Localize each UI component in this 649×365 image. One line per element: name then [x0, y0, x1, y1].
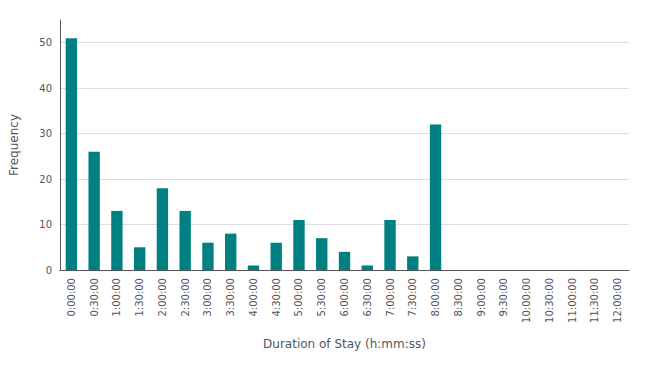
svg-text:5:00:00: 5:00:00 — [293, 278, 304, 317]
svg-text:10: 10 — [39, 219, 52, 230]
svg-text:30: 30 — [39, 128, 52, 139]
svg-text:1:00:00: 1:00:00 — [111, 278, 122, 317]
svg-text:10:00:00: 10:00:00 — [521, 278, 532, 323]
svg-text:1:30:00: 1:30:00 — [134, 278, 145, 317]
svg-text:10:30:00: 10:30:00 — [544, 278, 555, 323]
svg-text:3:30:00: 3:30:00 — [225, 278, 236, 317]
svg-text:2:00:00: 2:00:00 — [157, 278, 168, 317]
svg-text:0:30:00: 0:30:00 — [89, 278, 100, 317]
svg-text:Duration of Stay (h:mm:ss): Duration of Stay (h:mm:ss) — [263, 337, 426, 351]
svg-text:9:30:00: 9:30:00 — [498, 278, 509, 317]
svg-text:2:30:00: 2:30:00 — [180, 278, 191, 317]
svg-text:6:30:00: 6:30:00 — [362, 278, 373, 317]
svg-text:7:30:00: 7:30:00 — [407, 278, 418, 317]
svg-text:3:00:00: 3:00:00 — [202, 278, 213, 317]
svg-text:8:30:00: 8:30:00 — [453, 278, 464, 317]
svg-text:5:30:00: 5:30:00 — [316, 278, 327, 317]
svg-text:8:00:00: 8:00:00 — [430, 278, 441, 317]
svg-text:11:00:00: 11:00:00 — [567, 278, 578, 323]
svg-text:4:00:00: 4:00:00 — [248, 278, 259, 317]
svg-text:6:00:00: 6:00:00 — [339, 278, 350, 317]
svg-text:12:00:00: 12:00:00 — [612, 278, 623, 323]
svg-text:20: 20 — [39, 174, 52, 185]
svg-text:7:00:00: 7:00:00 — [385, 278, 396, 317]
svg-text:0: 0 — [46, 265, 52, 276]
svg-text:Frequency: Frequency — [7, 114, 21, 176]
svg-text:40: 40 — [39, 83, 52, 94]
svg-text:4:30:00: 4:30:00 — [271, 278, 282, 317]
svg-text:0:00:00: 0:00:00 — [66, 278, 77, 317]
svg-text:9:00:00: 9:00:00 — [476, 278, 487, 317]
svg-text:50: 50 — [39, 37, 52, 48]
svg-text:11:30:00: 11:30:00 — [589, 278, 600, 323]
